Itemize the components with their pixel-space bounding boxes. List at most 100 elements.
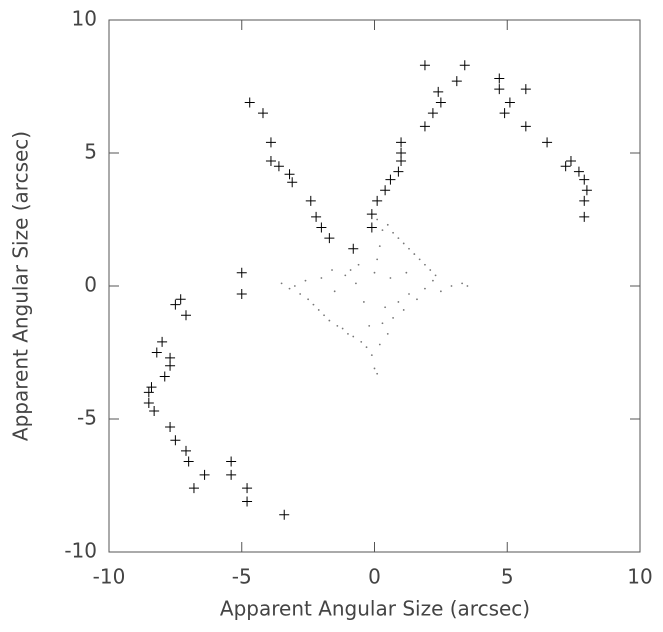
dot-marker bbox=[432, 279, 434, 282]
dot-marker bbox=[368, 325, 371, 327]
x-axis-label: Apparent Angular Size (arcsec) bbox=[220, 597, 530, 621]
dot-marker bbox=[349, 269, 352, 271]
x-tick-label: -10 bbox=[93, 565, 126, 589]
dot-marker bbox=[386, 223, 389, 226]
plus-marker bbox=[149, 406, 160, 417]
plus-marker bbox=[560, 161, 571, 172]
plus-marker bbox=[226, 469, 237, 480]
dot-marker bbox=[362, 301, 365, 303]
dot-marker bbox=[376, 372, 379, 375]
dot-marker bbox=[352, 335, 355, 338]
plus-marker bbox=[199, 469, 210, 480]
dot-marker bbox=[376, 218, 379, 221]
plus-marker bbox=[393, 166, 404, 177]
dot-marker bbox=[378, 245, 381, 248]
plus-marker bbox=[242, 496, 253, 507]
y-tick-label: -10 bbox=[64, 539, 97, 563]
dot-marker bbox=[386, 332, 389, 335]
x-tick-label: 0 bbox=[368, 565, 381, 589]
plus-marker bbox=[284, 169, 295, 180]
plus-marker bbox=[581, 185, 592, 196]
plus-marker bbox=[419, 60, 430, 71]
x-tick-label: 10 bbox=[627, 565, 652, 589]
plus-marker bbox=[244, 97, 255, 108]
plus-marker bbox=[143, 398, 154, 409]
plus-marker bbox=[433, 86, 444, 97]
plus-marker bbox=[236, 288, 247, 299]
plus-marker bbox=[180, 445, 191, 456]
dot-marker bbox=[307, 298, 310, 301]
plus-marker bbox=[435, 97, 446, 108]
dot-marker bbox=[280, 282, 283, 285]
dot-marker bbox=[317, 309, 320, 311]
plus-marker bbox=[573, 166, 584, 177]
dot-marker bbox=[408, 293, 410, 295]
dot-marker bbox=[413, 253, 416, 255]
plus-marker bbox=[451, 76, 462, 87]
y-tick-label: 5 bbox=[84, 140, 97, 164]
plus-marker bbox=[324, 233, 335, 244]
dot-marker bbox=[402, 309, 405, 311]
dot-marker bbox=[429, 269, 432, 271]
plus-marker bbox=[143, 387, 154, 398]
dot-marker bbox=[373, 271, 376, 274]
plus-marker bbox=[265, 137, 276, 148]
dot-marker bbox=[347, 332, 349, 335]
dot-marker bbox=[331, 269, 333, 271]
dot-marker bbox=[357, 263, 360, 266]
plus-marker bbox=[311, 211, 322, 222]
dot-marker bbox=[381, 229, 384, 232]
dot-marker bbox=[397, 301, 400, 303]
dot-marker bbox=[408, 247, 410, 250]
plus-marker bbox=[273, 161, 284, 172]
plus-marker bbox=[504, 97, 515, 108]
y-tick-label: 0 bbox=[84, 273, 97, 297]
plus-marker bbox=[366, 209, 377, 220]
y-axis-label: Apparent Angular Size (arcsec) bbox=[9, 131, 33, 441]
dot-marker bbox=[341, 327, 344, 330]
plus-marker bbox=[396, 148, 407, 158]
plus-marker bbox=[372, 195, 383, 206]
plus-marker bbox=[427, 108, 438, 119]
plus-marker bbox=[520, 84, 531, 95]
dot-marker bbox=[466, 285, 469, 287]
plus-marker bbox=[499, 108, 510, 119]
dot-marker bbox=[355, 282, 357, 285]
dot-marker bbox=[288, 287, 291, 290]
dot-marker bbox=[312, 303, 315, 306]
dot-marker bbox=[328, 319, 331, 322]
plus-marker bbox=[579, 211, 590, 222]
dot-marker bbox=[384, 306, 387, 309]
dot-marker bbox=[424, 263, 426, 266]
plus-marker bbox=[419, 121, 430, 132]
dot-marker bbox=[402, 242, 405, 245]
dot-marker bbox=[344, 274, 347, 277]
dot-marker bbox=[299, 293, 302, 295]
plus-marker bbox=[279, 509, 290, 520]
dot-marker bbox=[424, 287, 426, 290]
dot-marker bbox=[373, 367, 376, 370]
dot-marker bbox=[304, 279, 307, 282]
plot-frame bbox=[108, 19, 641, 553]
plus-marker bbox=[459, 60, 470, 71]
plus-marker bbox=[380, 185, 391, 196]
plus-marker bbox=[180, 310, 191, 321]
dot-marker bbox=[378, 343, 381, 346]
dot-marker bbox=[323, 314, 325, 317]
dot-marker bbox=[293, 285, 296, 287]
plus-marker bbox=[257, 108, 268, 119]
dot-marker bbox=[434, 274, 437, 277]
plus-marker bbox=[579, 174, 590, 185]
plus-marker bbox=[165, 360, 176, 371]
dot-marker bbox=[439, 290, 442, 293]
plus-marker bbox=[385, 174, 396, 185]
dot-marker bbox=[370, 354, 373, 357]
plus-marker bbox=[316, 222, 327, 233]
plus-marker bbox=[520, 121, 531, 132]
dot-marker bbox=[392, 231, 394, 234]
dot-marker bbox=[381, 322, 384, 325]
dot-marker bbox=[333, 290, 336, 293]
y-tick-label: 10 bbox=[72, 7, 97, 31]
plus-marker bbox=[159, 371, 170, 382]
